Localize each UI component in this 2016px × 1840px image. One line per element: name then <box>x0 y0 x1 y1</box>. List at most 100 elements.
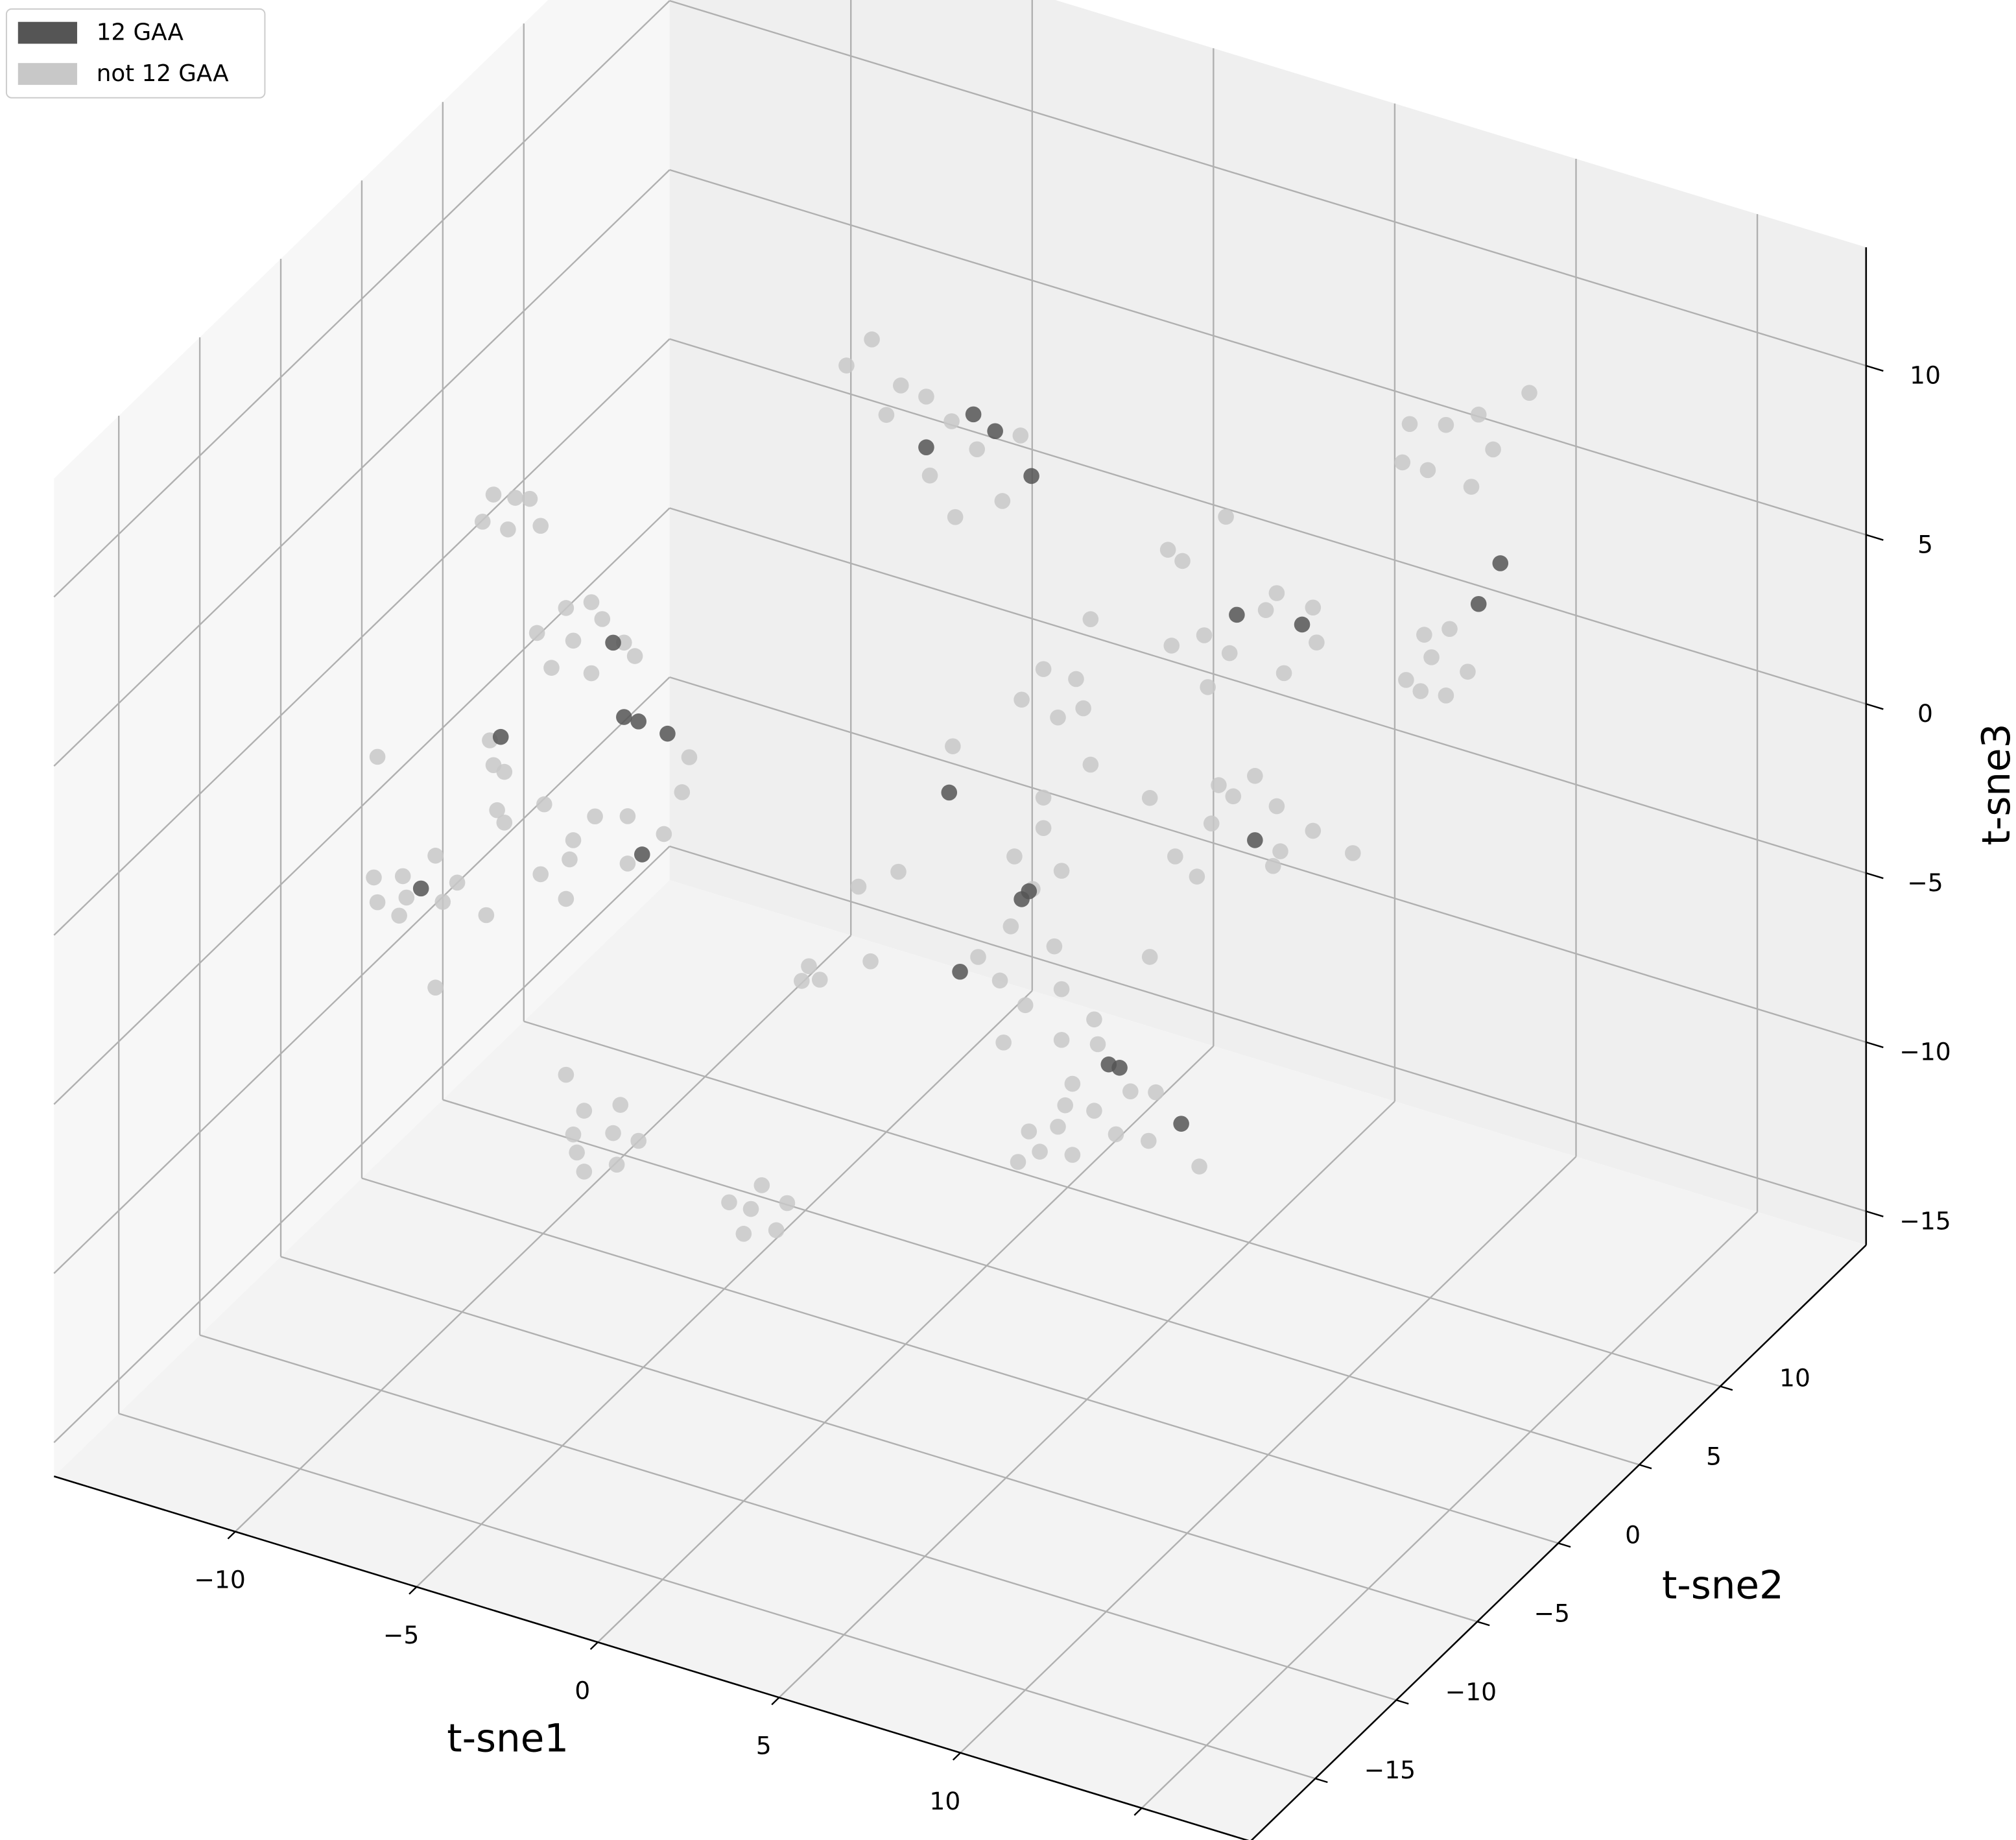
points <box>366 331 1537 1242</box>
data-point <box>427 979 444 996</box>
z-tick-label: −15 <box>1899 1206 1951 1235</box>
data-point <box>500 521 516 538</box>
tick-mark <box>1866 872 1884 879</box>
data-point <box>536 796 552 813</box>
data-point <box>794 973 810 989</box>
data-point <box>398 889 415 906</box>
data-point <box>838 357 855 374</box>
data-point <box>768 1222 785 1239</box>
data-point <box>562 851 578 868</box>
data-point <box>862 953 879 970</box>
data-point <box>1057 1097 1073 1114</box>
data-point <box>970 949 986 965</box>
data-point <box>594 611 611 627</box>
data-point <box>1174 553 1191 569</box>
data-point <box>1200 679 1216 695</box>
data-point <box>1050 1118 1066 1135</box>
data-point <box>1010 1154 1026 1170</box>
data-point <box>1272 843 1288 859</box>
data-point <box>1463 479 1480 495</box>
data-point <box>921 467 938 484</box>
data-point <box>587 808 603 825</box>
data-point <box>434 894 451 910</box>
data-point <box>569 1144 585 1161</box>
z-tick-label: −5 <box>1907 868 1943 897</box>
data-point <box>1225 788 1242 805</box>
data-point <box>1247 832 1263 848</box>
data-point <box>565 832 582 848</box>
z-tick-label: 10 <box>1910 361 1941 390</box>
data-point <box>674 784 691 800</box>
grid-line <box>280 1256 1478 1623</box>
data-point <box>1229 606 1245 623</box>
data-point <box>947 508 964 525</box>
data-point <box>1460 663 1476 680</box>
grid-line <box>669 845 1867 1212</box>
data-point <box>656 826 672 842</box>
data-point <box>558 890 575 907</box>
tick-mark <box>1315 1778 1328 1784</box>
data-point <box>721 1194 737 1211</box>
data-point <box>366 869 382 886</box>
data-point <box>394 868 411 885</box>
data-point <box>1053 981 1070 998</box>
data-point <box>1014 891 1030 907</box>
grid <box>53 0 1867 1809</box>
data-point <box>1492 555 1509 571</box>
grid-line <box>523 1020 1721 1387</box>
data-point <box>1394 454 1411 471</box>
legend-label: 12 GAA <box>97 19 184 46</box>
tick-mark <box>1558 1542 1571 1548</box>
data-point <box>811 972 828 988</box>
data-point <box>864 331 880 348</box>
data-point <box>1189 868 1205 885</box>
data-point <box>995 1034 1012 1051</box>
data-point <box>565 632 582 649</box>
data-point <box>1247 768 1263 784</box>
legend-patch <box>18 63 77 85</box>
data-point <box>965 406 982 423</box>
tick-mark <box>1720 1385 1733 1391</box>
legend-patch <box>18 21 77 44</box>
data-point <box>1050 709 1066 726</box>
data-point <box>616 709 632 725</box>
data-point <box>507 490 523 506</box>
data-point <box>1064 1075 1081 1092</box>
data-point <box>1221 645 1238 662</box>
data-point <box>1257 602 1274 618</box>
data-point <box>1021 1123 1038 1140</box>
data-point <box>1438 416 1454 433</box>
data-point <box>994 493 1011 509</box>
data-point <box>952 963 968 980</box>
grid-line <box>53 0 670 598</box>
grid-line <box>199 1334 1397 1701</box>
data-point <box>485 486 502 503</box>
data-point <box>583 594 600 610</box>
tick-mark <box>1866 364 1884 372</box>
data-point <box>605 1125 621 1141</box>
data-point <box>496 763 513 780</box>
data-point <box>918 388 934 405</box>
data-point <box>1122 1083 1139 1100</box>
z-tick-label: 5 <box>1917 530 1933 558</box>
data-point <box>1398 672 1414 688</box>
y-tick-label: 5 <box>1706 1442 1722 1470</box>
data-point <box>532 866 549 883</box>
data-point <box>565 1126 582 1143</box>
data-point <box>1167 848 1183 865</box>
data-point <box>1111 1060 1128 1076</box>
data-point <box>1141 1132 1157 1149</box>
data-point <box>1345 845 1361 861</box>
grid-line <box>53 846 670 1443</box>
data-point <box>681 749 698 765</box>
data-point <box>1196 627 1213 643</box>
data-point <box>659 725 676 742</box>
x-tick-label: 5 <box>756 1732 772 1760</box>
data-point <box>779 1195 796 1212</box>
grid-line <box>669 169 1867 536</box>
grid-line <box>53 169 670 767</box>
data-point <box>1438 687 1454 704</box>
tick-mark <box>1395 1699 1409 1705</box>
data-point <box>1485 441 1501 458</box>
